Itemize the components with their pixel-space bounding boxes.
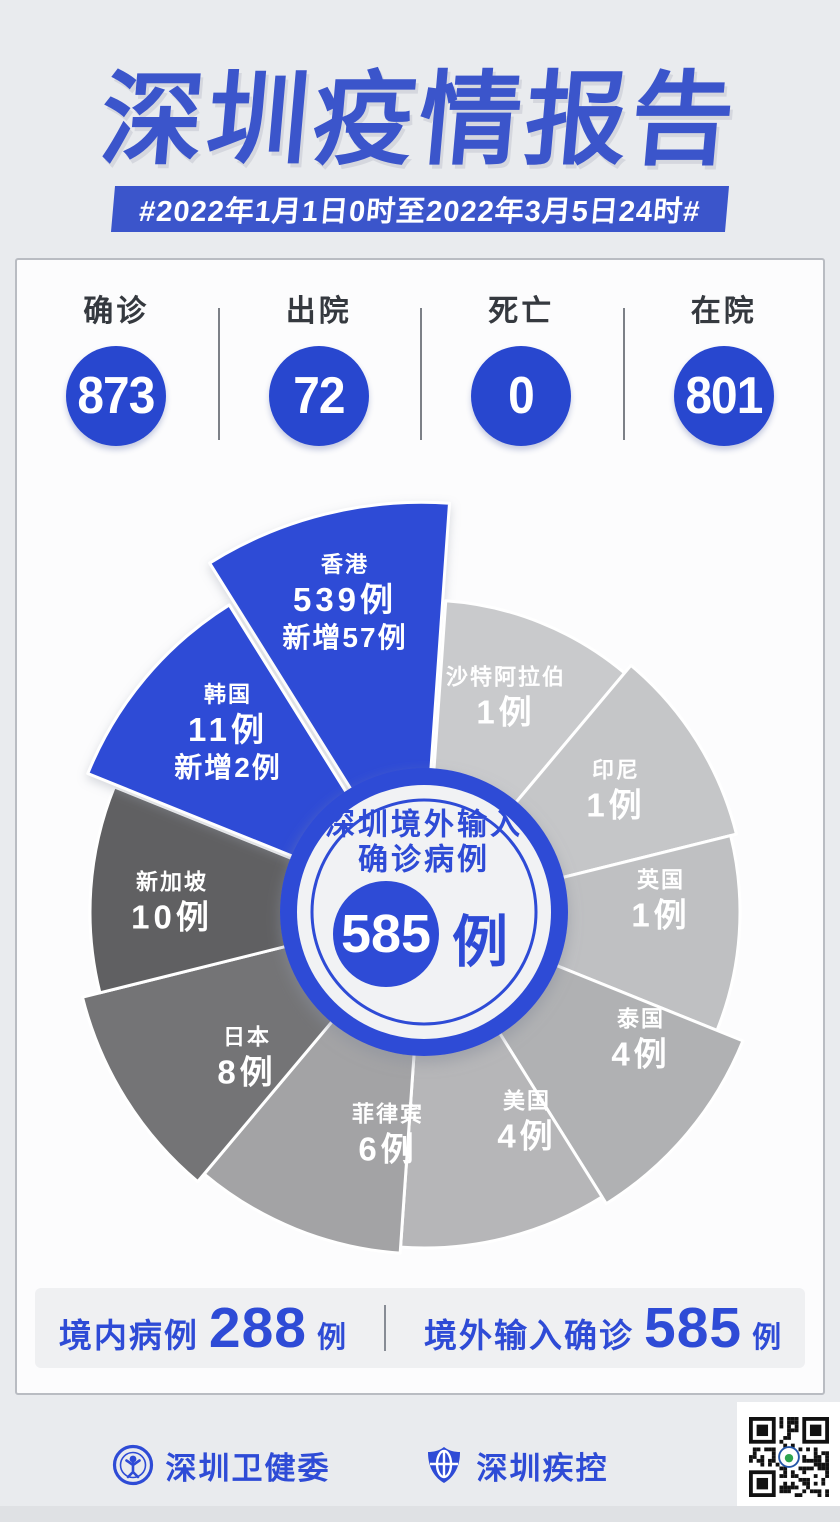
org-cdc: 深圳疾控 <box>423 1443 609 1488</box>
stat-label: 确诊 <box>83 295 150 328</box>
pie-slice-英国 <box>422 834 742 1032</box>
pie-slice-新加坡 <box>88 785 426 995</box>
stat-value: 873 <box>77 367 156 425</box>
slice-value: 4例 <box>497 1117 557 1155</box>
summary-label: 境外输入确诊 <box>424 1317 634 1354</box>
slice-label-美国: 美国 4例 <box>497 1088 556 1157</box>
slice-value: 1例 <box>476 693 536 731</box>
chart-center-value: 585 <box>340 904 432 964</box>
slice-label-日本: 日本 8例 <box>217 1024 276 1093</box>
summary-divider <box>384 1305 386 1351</box>
stat-value: 801 <box>685 367 763 425</box>
slice-value: 8例 <box>217 1053 277 1091</box>
stat-circle: 72 <box>268 346 369 446</box>
slice-name: 韩国 <box>203 682 253 708</box>
slice-value: 11例 <box>188 710 268 748</box>
footer: 深圳卫健委 深圳疾控 <box>0 1430 720 1500</box>
stat-in-hospital: 在院 801 <box>622 290 826 470</box>
bottom-strip <box>0 1506 840 1522</box>
slice-label-英国: 英国 1例 <box>631 867 690 936</box>
slice-name: 新加坡 <box>135 869 208 895</box>
slice-new-cases: 新增2例 <box>174 751 282 783</box>
summary-domestic: 境内病例 288 例 <box>59 1295 346 1361</box>
org-name: 深圳卫健委 <box>165 1450 331 1486</box>
slice-label-香港: 香港 539例 新增57例 <box>282 551 407 655</box>
slice-name: 菲律宾 <box>351 1101 425 1127</box>
slice-value: 539例 <box>292 580 398 618</box>
stat-circle: 873 <box>66 346 167 446</box>
summary-value: 585 <box>644 1296 743 1360</box>
summary-value: 288 <box>208 1296 307 1360</box>
stat-circle: 0 <box>471 346 572 446</box>
slice-label-新加坡: 新加坡 10例 <box>131 869 213 938</box>
summary-unit: 例 <box>316 1322 346 1354</box>
slice-new-cases: 新增57例 <box>282 621 408 653</box>
slice-name: 美国 <box>502 1088 552 1114</box>
slice-value: 10例 <box>131 898 213 936</box>
chart-center-hub <box>280 768 568 1056</box>
stat-deaths: 死亡 0 <box>420 290 623 470</box>
stat-value: 72 <box>293 367 345 425</box>
stat-value: 0 <box>508 367 535 425</box>
slice-name: 沙特阿拉伯 <box>445 664 567 690</box>
chart-center-unit: 例 <box>452 910 508 974</box>
slice-name: 泰国 <box>616 1006 666 1032</box>
summary-bar: 境内病例 288 例 境外输入确诊 585 例 <box>35 1288 805 1368</box>
chart-center-line2: 确诊病例 <box>358 844 490 877</box>
chart-center-line1: 深圳境外输入 <box>325 808 523 842</box>
stat-label: 出院 <box>285 295 352 328</box>
stat-circle: 801 <box>673 346 774 446</box>
org-name: 深圳疾控 <box>476 1450 609 1486</box>
summary-imported: 境外输入确诊 585 例 <box>424 1295 781 1361</box>
slice-value: 4例 <box>611 1035 671 1073</box>
slice-name: 香港 <box>320 552 369 578</box>
summary-label: 境内病例 <box>58 1317 199 1354</box>
slice-value: 6例 <box>358 1130 418 1168</box>
slice-label-韩国: 韩国 11例 新增2例 <box>174 681 282 785</box>
slice-name: 日本 <box>222 1024 272 1050</box>
slice-label-菲律宾: 菲律宾 6例 <box>352 1101 424 1170</box>
slice-label-泰国: 泰国 4例 <box>611 1006 670 1075</box>
slice-label-印尼: 印尼 1例 <box>586 757 645 826</box>
slice-value: 1例 <box>631 896 691 934</box>
summary-unit: 例 <box>752 1322 782 1354</box>
slice-label-沙特阿拉伯: 沙特阿拉伯 1例 <box>446 664 566 733</box>
health-commission-seal-icon <box>112 1444 153 1486</box>
stat-confirmed: 确诊 873 <box>15 290 218 470</box>
stat-label: 死亡 <box>488 295 555 328</box>
stat-discharged: 出院 72 <box>217 290 421 470</box>
cdc-shield-icon <box>427 1447 460 1483</box>
stat-label: 在院 <box>690 295 757 328</box>
slice-name: 英国 <box>636 867 686 893</box>
qr-code <box>737 1402 840 1512</box>
chart-center-title: 深圳境外输入 确诊病例 <box>325 808 523 879</box>
slice-name: 印尼 <box>591 757 641 783</box>
stats-row: 确诊 873 出院 72 死亡 0 在院 801 <box>15 290 825 470</box>
slice-value: 1例 <box>586 786 646 824</box>
org-health-commission: 深圳卫健委 <box>112 1443 331 1488</box>
qr-pattern <box>748 1417 829 1497</box>
